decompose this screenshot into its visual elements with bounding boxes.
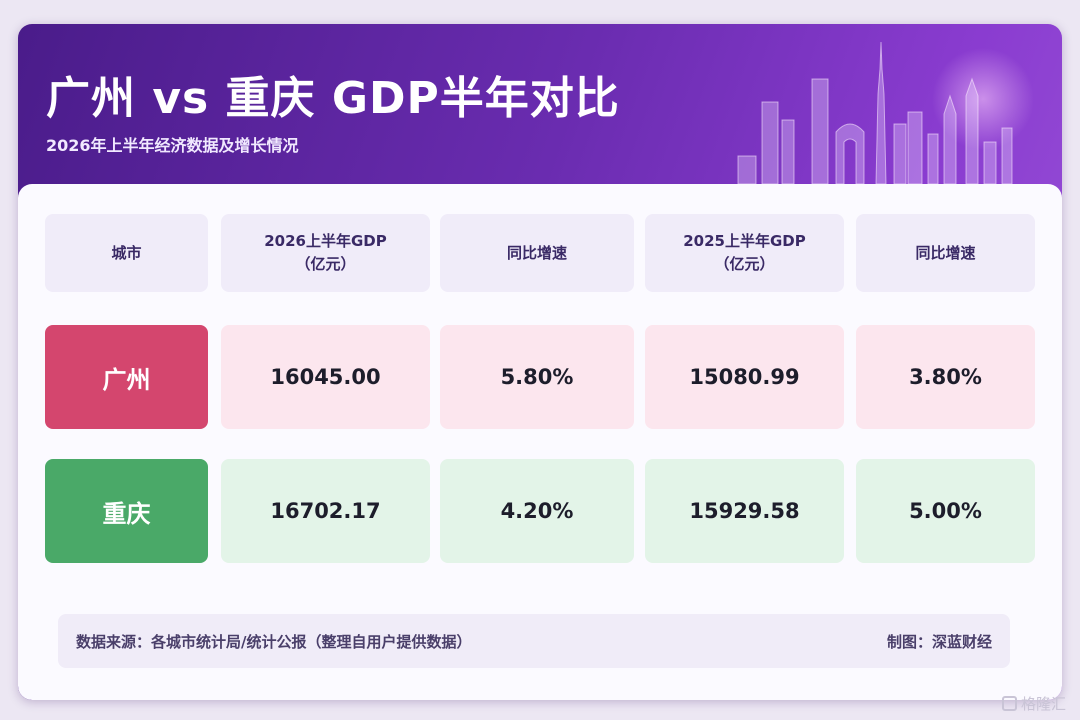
column-header-text: 同比增速 <box>915 243 976 262</box>
column-header-unit: （亿元） <box>714 255 775 273</box>
column-header-city: 城市 <box>45 214 208 292</box>
column-header-text: 2026上半年GDP <box>264 232 387 250</box>
city-label-guangzhou: 广州 <box>45 325 208 429</box>
watermark-text: 格隆汇 <box>1021 695 1067 713</box>
source-footer: 数据来源：各城市统计局/统计公报（整理自用户提供数据） 制图：深蓝财经 <box>58 614 1010 668</box>
column-header-text: 同比增速 <box>506 243 567 262</box>
data-table-panel: 城市 2026上半年GDP （亿元） 同比增速 2025上半年GDP （亿元） … <box>18 184 1062 700</box>
table-cell-growth-2025: 5.00% <box>856 459 1035 563</box>
column-header-text: 城市 <box>111 243 142 262</box>
column-header-growth-2026: 同比增速 <box>440 214 634 292</box>
column-header-unit: （亿元） <box>295 255 356 273</box>
table-cell-gdp-2025: 15929.58 <box>645 459 844 563</box>
table-cell-gdp-2026: 16045.00 <box>221 325 430 429</box>
city-skyline-illustration <box>737 41 1013 184</box>
table-cell-gdp-2025: 15080.99 <box>645 325 844 429</box>
page-title: 广州 vs 重庆 GDP半年对比 <box>46 73 620 124</box>
table-cell-growth-2026: 4.20% <box>440 459 634 563</box>
light-flare <box>918 44 1048 154</box>
city-label-chongqing: 重庆 <box>45 459 208 563</box>
page-subtitle: 2026年上半年经济数据及增长情况 <box>46 136 299 155</box>
table-cell-gdp-2026: 16702.17 <box>221 459 430 563</box>
column-header-gdp-2026: 2026上半年GDP （亿元） <box>221 214 430 292</box>
infographic-card: 广州 vs 重庆 GDP半年对比 2026年上半年经济数据及增长情况 城市 20… <box>18 24 1062 700</box>
column-header-gdp-2025: 2025上半年GDP （亿元） <box>645 214 844 292</box>
data-source-text: 数据来源：各城市统计局/统计公报（整理自用户提供数据） <box>76 632 472 651</box>
watermark: 格隆汇 <box>1002 693 1066 714</box>
column-header-text: 2025上半年GDP <box>683 232 806 250</box>
column-header-growth-2025: 同比增速 <box>856 214 1035 292</box>
chart-credit-text: 制图：深蓝财经 <box>886 632 992 651</box>
table-cell-growth-2026: 5.80% <box>440 325 634 429</box>
watermark-logo-icon <box>1002 696 1017 711</box>
table-cell-growth-2025: 3.80% <box>856 325 1035 429</box>
